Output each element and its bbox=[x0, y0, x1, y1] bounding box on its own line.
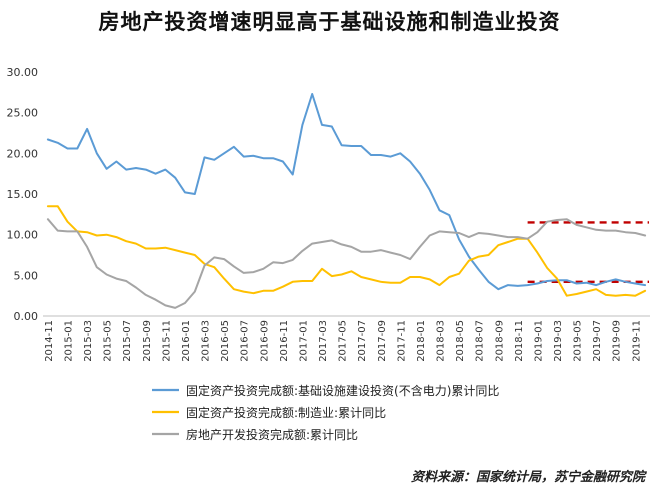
y-tick-label: 15.00 bbox=[7, 188, 39, 201]
x-tick-label: 2015-01 bbox=[63, 320, 74, 362]
legend-label-3: 房地产开发投资完成额:累计同比 bbox=[186, 427, 358, 442]
series-line-3 bbox=[46, 218, 647, 309]
x-tick-label: 2016-03 bbox=[201, 320, 212, 362]
x-tick-label: 2019-07 bbox=[592, 320, 603, 362]
x-tick-label: 2019-05 bbox=[573, 320, 584, 362]
x-tick-label: 2015-11 bbox=[161, 320, 172, 362]
x-tick-label: 2015-09 bbox=[142, 320, 153, 362]
x-tick-label: 2016-11 bbox=[279, 320, 290, 362]
x-tick-label: 2015-07 bbox=[122, 320, 133, 362]
x-tick-label: 2017-01 bbox=[298, 320, 309, 362]
source-note: 资料来源：国家统计局，苏宁金融研究院 bbox=[410, 470, 645, 485]
x-tick-label: 2016-01 bbox=[181, 320, 192, 362]
y-tick-label: 25.00 bbox=[7, 107, 39, 120]
x-tick-label: 2018-09 bbox=[494, 320, 505, 362]
series-line-2 bbox=[46, 205, 647, 297]
chart-axes: 0.00 5.00 10.00 15.00 20.00 25.00 30.00 2014-11… bbox=[7, 66, 650, 362]
x-tick-label: 2018-01 bbox=[416, 320, 427, 362]
x-tick-label: 2015-05 bbox=[103, 320, 114, 362]
x-tick-label: 2019-11 bbox=[631, 320, 642, 362]
legend-label-2: 固定资产投资完成额:制造业:累计同比 bbox=[186, 405, 386, 420]
y-tick-label: 5.00 bbox=[14, 269, 39, 282]
legend-label-1: 固定资产投资完成额:基础设施建设投资(不含电力)累计同比 bbox=[186, 383, 499, 398]
x-tick-label: 2017-11 bbox=[396, 320, 407, 362]
y-tick-label: 30.00 bbox=[7, 66, 39, 79]
x-tick-label: 2017-09 bbox=[377, 320, 388, 362]
x-tick-label: 2019-01 bbox=[533, 320, 544, 362]
y-tick-label: 20.00 bbox=[7, 147, 39, 160]
y-tick-label: 0.00 bbox=[14, 310, 39, 323]
x-tick-label: 2018-03 bbox=[436, 320, 447, 362]
x-tick-label: 2016-07 bbox=[240, 320, 251, 362]
chart-legend: 固定资产投资完成额:基础设施建设投资(不含电力)累计同比固定资产投资完成额:制造… bbox=[152, 383, 499, 442]
x-tick-label: 2017-03 bbox=[318, 320, 329, 362]
x-tick-label: 2014-11 bbox=[44, 320, 55, 362]
chart-series bbox=[46, 93, 647, 309]
x-tick-label: 2018-11 bbox=[514, 320, 525, 362]
series-line-1 bbox=[46, 93, 647, 291]
x-tick-label: 2017-05 bbox=[338, 320, 349, 362]
x-tick-label: 2016-05 bbox=[220, 320, 231, 362]
x-tick-label: 2019-03 bbox=[553, 320, 564, 362]
x-tick-label: 2016-09 bbox=[259, 320, 270, 362]
x-tick-label: 2018-05 bbox=[455, 320, 466, 362]
x-tick-label: 2015-03 bbox=[83, 320, 94, 362]
chart-annotations bbox=[527, 221, 650, 284]
x-tick-label: 2019-09 bbox=[612, 320, 623, 362]
x-tick-label: 2017-07 bbox=[357, 320, 368, 362]
y-tick-label: 10.00 bbox=[7, 229, 39, 242]
x-tick-label: 2018-07 bbox=[475, 320, 486, 362]
chart-title: 房地产投资增速明显高于基础设施和制造业投资 bbox=[98, 10, 561, 34]
